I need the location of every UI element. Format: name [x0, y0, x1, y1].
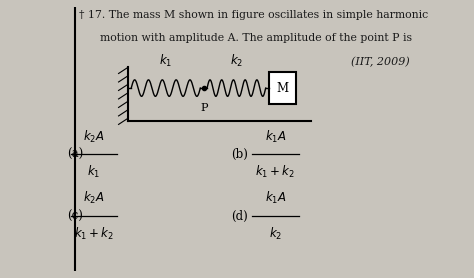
Text: M: M	[277, 81, 289, 95]
Text: $k_1$: $k_1$	[159, 53, 173, 69]
Text: motion with amplitude A. The amplitude of the point P is: motion with amplitude A. The amplitude o…	[79, 33, 412, 43]
Text: (d): (d)	[231, 210, 248, 223]
Text: (c): (c)	[67, 210, 82, 223]
Text: $k_1A$: $k_1A$	[264, 190, 286, 207]
Text: $k_2A$: $k_2A$	[83, 190, 105, 207]
Text: $k_2$: $k_2$	[230, 53, 243, 69]
Text: † 17. The mass M shown in figure oscillates in simple harmonic: † 17. The mass M shown in figure oscilla…	[79, 10, 428, 20]
Text: $k_1 + k_2$: $k_1 + k_2$	[255, 164, 295, 180]
Text: $k_1 + k_2$: $k_1 + k_2$	[74, 226, 114, 242]
Text: $k_1A$: $k_1A$	[264, 128, 286, 145]
Text: (a): (a)	[67, 148, 83, 161]
Text: $k_2A$: $k_2A$	[83, 128, 105, 145]
Text: $k_1$: $k_1$	[88, 164, 101, 180]
Bar	[269, 72, 296, 104]
Text: P: P	[200, 103, 208, 113]
Text: (IIT, 2009): (IIT, 2009)	[352, 56, 410, 67]
Text: $k_2$: $k_2$	[269, 226, 282, 242]
Text: (b): (b)	[231, 148, 248, 161]
